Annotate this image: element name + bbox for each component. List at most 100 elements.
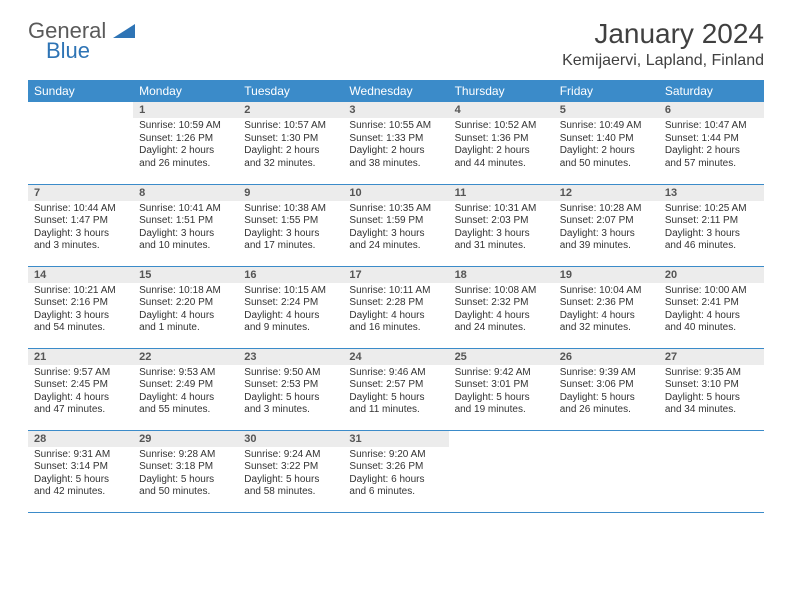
daylight-text: Daylight: 5 hours and 34 minutes. <box>665 392 758 417</box>
calendar-day-cell <box>659 430 764 512</box>
day-content: Sunrise: 9:53 AMSunset: 2:49 PMDaylight:… <box>133 365 238 421</box>
sunset-text: Sunset: 3:10 PM <box>665 379 758 392</box>
sunset-text: Sunset: 2:20 PM <box>139 297 232 310</box>
daylight-text: Daylight: 2 hours and 50 minutes. <box>560 145 653 170</box>
daylight-text: Daylight: 5 hours and 3 minutes. <box>244 392 337 417</box>
day-content: Sunrise: 9:50 AMSunset: 2:53 PMDaylight:… <box>238 365 343 421</box>
day-number: 21 <box>28 349 133 365</box>
calendar-day-cell: 7Sunrise: 10:44 AMSunset: 1:47 PMDayligh… <box>28 184 133 266</box>
day-content: Sunrise: 10:21 AMSunset: 2:16 PMDaylight… <box>28 283 133 339</box>
sunrise-text: Sunrise: 10:15 AM <box>244 285 337 298</box>
day-content: Sunrise: 9:20 AMSunset: 3:26 PMDaylight:… <box>343 447 448 503</box>
daylight-text: Daylight: 5 hours and 58 minutes. <box>244 474 337 499</box>
day-number: 11 <box>449 185 554 201</box>
calendar-day-cell: 10Sunrise: 10:35 AMSunset: 1:59 PMDaylig… <box>343 184 448 266</box>
day-number: 2 <box>238 102 343 118</box>
calendar-day-cell: 21Sunrise: 9:57 AMSunset: 2:45 PMDayligh… <box>28 348 133 430</box>
calendar-day-cell: 17Sunrise: 10:11 AMSunset: 2:28 PMDaylig… <box>343 266 448 348</box>
day-number: 17 <box>343 267 448 283</box>
day-number: 9 <box>238 185 343 201</box>
logo: General Blue <box>28 18 135 64</box>
sunset-text: Sunset: 3:26 PM <box>349 461 442 474</box>
weekday-header: Thursday <box>449 80 554 102</box>
day-number: 5 <box>554 102 659 118</box>
sunrise-text: Sunrise: 10:21 AM <box>34 285 127 298</box>
sunrise-text: Sunrise: 10:08 AM <box>455 285 548 298</box>
daylight-text: Daylight: 3 hours and 39 minutes. <box>560 228 653 253</box>
daylight-text: Daylight: 4 hours and 32 minutes. <box>560 310 653 335</box>
sunrise-text: Sunrise: 10:57 AM <box>244 120 337 133</box>
calendar-day-cell: 16Sunrise: 10:15 AMSunset: 2:24 PMDaylig… <box>238 266 343 348</box>
calendar-day-cell: 25Sunrise: 9:42 AMSunset: 3:01 PMDayligh… <box>449 348 554 430</box>
sunset-text: Sunset: 3:01 PM <box>455 379 548 392</box>
day-content: Sunrise: 10:00 AMSunset: 2:41 PMDaylight… <box>659 283 764 339</box>
sunset-text: Sunset: 3:22 PM <box>244 461 337 474</box>
daylight-text: Daylight: 5 hours and 50 minutes. <box>139 474 232 499</box>
sunrise-text: Sunrise: 9:28 AM <box>139 449 232 462</box>
sunset-text: Sunset: 2:11 PM <box>665 215 758 228</box>
sunset-text: Sunset: 2:16 PM <box>34 297 127 310</box>
day-number: 4 <box>449 102 554 118</box>
day-number: 28 <box>28 431 133 447</box>
day-content: Sunrise: 10:57 AMSunset: 1:30 PMDaylight… <box>238 118 343 174</box>
day-content: Sunrise: 10:52 AMSunset: 1:36 PMDaylight… <box>449 118 554 174</box>
day-content: Sunrise: 9:31 AMSunset: 3:14 PMDaylight:… <box>28 447 133 503</box>
day-content: Sunrise: 10:11 AMSunset: 2:28 PMDaylight… <box>343 283 448 339</box>
sunrise-text: Sunrise: 9:46 AM <box>349 367 442 380</box>
sunrise-text: Sunrise: 9:20 AM <box>349 449 442 462</box>
daylight-text: Daylight: 3 hours and 54 minutes. <box>34 310 127 335</box>
sunset-text: Sunset: 1:55 PM <box>244 215 337 228</box>
weekday-header: Monday <box>133 80 238 102</box>
sunrise-text: Sunrise: 10:55 AM <box>349 120 442 133</box>
calendar-day-cell: 12Sunrise: 10:28 AMSunset: 2:07 PMDaylig… <box>554 184 659 266</box>
daylight-text: Daylight: 3 hours and 17 minutes. <box>244 228 337 253</box>
sunset-text: Sunset: 1:44 PM <box>665 133 758 146</box>
calendar-day-cell: 18Sunrise: 10:08 AMSunset: 2:32 PMDaylig… <box>449 266 554 348</box>
day-number: 19 <box>554 267 659 283</box>
day-content: Sunrise: 10:25 AMSunset: 2:11 PMDaylight… <box>659 201 764 257</box>
daylight-text: Daylight: 2 hours and 32 minutes. <box>244 145 337 170</box>
day-content: Sunrise: 10:38 AMSunset: 1:55 PMDaylight… <box>238 201 343 257</box>
day-number: 7 <box>28 185 133 201</box>
day-content <box>449 435 554 441</box>
daylight-text: Daylight: 3 hours and 10 minutes. <box>139 228 232 253</box>
daylight-text: Daylight: 4 hours and 40 minutes. <box>665 310 758 335</box>
calendar-day-cell: 29Sunrise: 9:28 AMSunset: 3:18 PMDayligh… <box>133 430 238 512</box>
day-number: 13 <box>659 185 764 201</box>
calendar-day-cell: 19Sunrise: 10:04 AMSunset: 2:36 PMDaylig… <box>554 266 659 348</box>
sunrise-text: Sunrise: 10:59 AM <box>139 120 232 133</box>
sunrise-text: Sunrise: 10:11 AM <box>349 285 442 298</box>
sunset-text: Sunset: 2:41 PM <box>665 297 758 310</box>
sunrise-text: Sunrise: 10:52 AM <box>455 120 548 133</box>
day-content: Sunrise: 9:42 AMSunset: 3:01 PMDaylight:… <box>449 365 554 421</box>
location: Kemijaervi, Lapland, Finland <box>562 52 764 70</box>
daylight-text: Daylight: 5 hours and 11 minutes. <box>349 392 442 417</box>
daylight-text: Daylight: 2 hours and 44 minutes. <box>455 145 548 170</box>
day-content: Sunrise: 9:39 AMSunset: 3:06 PMDaylight:… <box>554 365 659 421</box>
sunrise-text: Sunrise: 9:24 AM <box>244 449 337 462</box>
calendar-day-cell: 3Sunrise: 10:55 AMSunset: 1:33 PMDayligh… <box>343 102 448 184</box>
day-number: 18 <box>449 267 554 283</box>
daylight-text: Daylight: 3 hours and 31 minutes. <box>455 228 548 253</box>
day-content: Sunrise: 9:28 AMSunset: 3:18 PMDaylight:… <box>133 447 238 503</box>
daylight-text: Daylight: 2 hours and 57 minutes. <box>665 145 758 170</box>
day-number: 31 <box>343 431 448 447</box>
day-content <box>554 435 659 441</box>
calendar-week-row: 1Sunrise: 10:59 AMSunset: 1:26 PMDayligh… <box>28 102 764 184</box>
sunrise-text: Sunrise: 9:31 AM <box>34 449 127 462</box>
sunset-text: Sunset: 1:30 PM <box>244 133 337 146</box>
calendar-day-cell: 28Sunrise: 9:31 AMSunset: 3:14 PMDayligh… <box>28 430 133 512</box>
sunrise-text: Sunrise: 10:35 AM <box>349 203 442 216</box>
sunset-text: Sunset: 1:40 PM <box>560 133 653 146</box>
day-number: 8 <box>133 185 238 201</box>
day-content: Sunrise: 10:47 AMSunset: 1:44 PMDaylight… <box>659 118 764 174</box>
sunrise-text: Sunrise: 10:47 AM <box>665 120 758 133</box>
day-number: 24 <box>343 349 448 365</box>
day-number: 27 <box>659 349 764 365</box>
sunset-text: Sunset: 1:26 PM <box>139 133 232 146</box>
day-content: Sunrise: 10:04 AMSunset: 2:36 PMDaylight… <box>554 283 659 339</box>
calendar-day-cell <box>28 102 133 184</box>
header: General Blue January 2024 Kemijaervi, La… <box>28 18 764 70</box>
sunrise-text: Sunrise: 10:18 AM <box>139 285 232 298</box>
daylight-text: Daylight: 3 hours and 24 minutes. <box>349 228 442 253</box>
